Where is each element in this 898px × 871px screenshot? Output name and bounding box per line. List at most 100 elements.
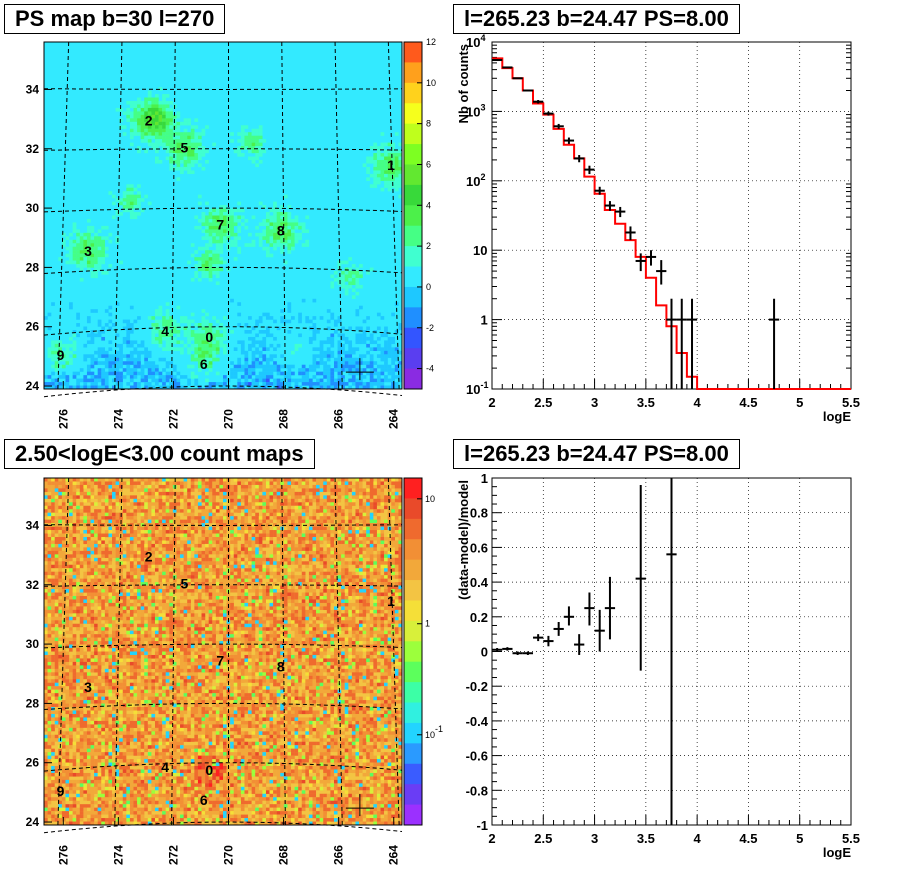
- ps_map-grid-lon-268: [281, 41, 286, 390]
- count_map-grid-lat-26: [43, 762, 403, 772]
- count_map-source-label: 4: [161, 759, 169, 775]
- count_map-grid-lat-30: [43, 643, 403, 649]
- ps_map-grid-lat-28: [43, 266, 403, 274]
- ps_map-grid-lat-24: [43, 385, 403, 398]
- spectrum-xlabel: logE: [823, 409, 851, 424]
- count_map-colorbar-label: 10-1: [425, 724, 443, 740]
- count_map-source-label: 9: [57, 783, 65, 799]
- ps_map-plot: [44, 42, 403, 390]
- count_map-grid-lon-264: [387, 477, 400, 826]
- ps_map-colorbar-label: -2: [426, 323, 434, 333]
- spectrum-xtick-label: 5.5: [842, 395, 860, 410]
- residual-ylabel: (data-model)/model: [456, 480, 471, 600]
- count_map-grid-lon-268: [281, 477, 286, 826]
- ps_map-grid-lon-266: [334, 41, 343, 390]
- residual-ytick-label: -0.2: [466, 679, 488, 694]
- count_map-source-label: 3: [84, 679, 92, 695]
- residual-xtick-label: 2: [488, 831, 495, 846]
- ps_map-grid-lon-272: [171, 41, 176, 390]
- ps_map-source-label: 1: [387, 157, 395, 173]
- count_map-grid-lat-28: [43, 702, 403, 710]
- spectrum-xtick-label: 3.5: [637, 395, 655, 410]
- residual-xtick-label: 3: [591, 831, 598, 846]
- ps_map-source-label: 0: [205, 329, 213, 345]
- ps_map-colorbar-label: 12: [426, 37, 436, 47]
- spectrum-ylabel: Nb of counts: [456, 44, 471, 123]
- residual-ytick-label: -1: [476, 818, 488, 833]
- residual-ytick-label: 0.4: [470, 575, 489, 590]
- count_map-xtick-label: 268: [277, 845, 291, 865]
- count_map-xtick-label: 276: [56, 845, 70, 865]
- count_map-grid-lon-276: [57, 477, 70, 826]
- count_map-xtick-label: 272: [166, 845, 180, 865]
- ps_map-source-label: 5: [181, 139, 189, 155]
- residual-xtick-label: 3.5: [637, 831, 655, 846]
- count_map-source-label: 1: [387, 593, 395, 609]
- count_map-plot: [44, 478, 403, 826]
- ps_map-ytick-label: 32: [26, 142, 40, 156]
- ps_map-colorbar-label: 0: [426, 282, 431, 292]
- ps_map-frame: [43, 41, 403, 390]
- ps_map-ytick-label: 26: [26, 320, 40, 334]
- ps_map-colorbar-label: 10: [426, 78, 436, 88]
- count_map-xtick-label: 270: [222, 845, 236, 865]
- residual-xtick-label: 4.5: [739, 831, 757, 846]
- ps_map-colorbar-frame: [403, 41, 423, 390]
- ps_map-grid-lat-32: [43, 148, 403, 151]
- count_map-coord-grid: [43, 477, 403, 834]
- ps_map-ytick-label: 34: [26, 82, 40, 96]
- ps_map-source-label: 7: [216, 216, 224, 232]
- ps_map-colorbar-label: 8: [426, 119, 431, 129]
- residual-ytick-label: 1: [481, 471, 488, 486]
- count_map-source-label: 8: [277, 658, 285, 674]
- ps_map-grid-lon-276: [57, 41, 70, 390]
- count_map-ytick-label: 34: [26, 518, 40, 532]
- residual-xtick-label: 2.5: [534, 831, 552, 846]
- count_map-grid-lon-274: [114, 477, 123, 826]
- count_map-ytick-label: 24: [26, 815, 40, 829]
- count_map-colorbar-label: 10: [425, 494, 435, 504]
- ps_map-grid-lat-34: [43, 88, 403, 91]
- count_map-xtick-label: 274: [111, 845, 125, 865]
- spectrum-ytick-label: 10: [473, 243, 487, 258]
- ps_map-grid-lat-30: [43, 207, 403, 213]
- count_map-grid-lon-272: [171, 477, 176, 826]
- residual-title: l=265.23 b=24.47 PS=8.00: [453, 439, 740, 469]
- count_map-colorbar: [404, 478, 422, 826]
- ps_map-xtick-label: 264: [387, 409, 401, 429]
- spectrum-xtick-label: 4.5: [739, 395, 757, 410]
- count_map-source-label: 0: [205, 762, 213, 778]
- ps_map-xtick-label: 272: [166, 409, 180, 429]
- ps_map-xtick-label: 276: [56, 409, 70, 429]
- residual-xtick-label: 4: [694, 831, 702, 846]
- ps_map-colorbar: [404, 42, 422, 390]
- count_map-ytick-label: 30: [26, 637, 40, 651]
- ps_map-grid-lat-26: [43, 326, 403, 336]
- count_map-colorbar-frame: [403, 477, 423, 826]
- count_map-frame: [43, 477, 403, 826]
- ps_map-source-label: 9: [57, 347, 65, 363]
- count_map-grid-lat-34: [43, 524, 403, 527]
- count_map-grid-lat-32: [43, 584, 403, 587]
- spectrum-xtick-label: 2.5: [534, 395, 552, 410]
- spectrum-xtick-label: 2: [488, 395, 495, 410]
- ps_map-xtick-label: 270: [222, 409, 236, 429]
- residual-ytick-label: 0.8: [470, 506, 488, 521]
- count_map-ytick-label: 28: [26, 696, 40, 710]
- count_map-grid-lat-24: [43, 821, 403, 834]
- count_map-ytick-label: 26: [26, 756, 40, 770]
- ps_map-grid-lon-264: [387, 41, 400, 390]
- count_map-xtick-label: 264: [387, 845, 401, 865]
- count-map-title: 2.50<logE<3.00 count maps: [4, 439, 315, 469]
- spectrum-title: l=265.23 b=24.47 PS=8.00: [453, 4, 740, 34]
- residual-ytick-label: -0.8: [466, 783, 488, 798]
- ps_map-xtick-label: 274: [111, 409, 125, 429]
- ps_map-source-label: 8: [277, 222, 285, 238]
- spectrum-ytick-label: 10-1: [466, 380, 488, 397]
- ps_map-ytick-label: 28: [26, 260, 40, 274]
- spectrum-xtick-label: 5: [796, 395, 803, 410]
- residual-ytick-label: -0.4: [466, 714, 489, 729]
- ps_map-source-label: 3: [84, 243, 92, 259]
- count_map-source-label: 2: [145, 549, 153, 565]
- ps_map-xtick-label: 268: [277, 409, 291, 429]
